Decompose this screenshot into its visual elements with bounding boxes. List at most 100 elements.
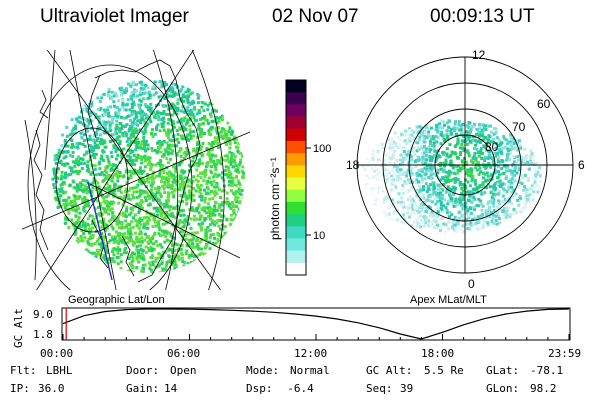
emission-pixel bbox=[143, 238, 147, 242]
emission-pixel bbox=[200, 195, 204, 199]
emission-pixel bbox=[122, 116, 126, 120]
emission-pixel bbox=[155, 209, 159, 213]
emission-pixel bbox=[418, 214, 422, 218]
emission-pixel bbox=[160, 122, 164, 126]
emission-pixel bbox=[73, 197, 77, 201]
emission-pixel bbox=[57, 203, 61, 207]
emission-pixel bbox=[175, 144, 179, 148]
emission-pixel bbox=[85, 150, 89, 154]
emission-pixel bbox=[384, 172, 388, 176]
emission-pixel bbox=[171, 269, 175, 273]
emission-pixel bbox=[69, 200, 73, 204]
emission-pixel bbox=[167, 198, 170, 202]
emission-pixel bbox=[161, 155, 165, 159]
emission-pixel bbox=[97, 205, 100, 209]
emission-pixel bbox=[428, 155, 432, 159]
emission-pixel bbox=[197, 162, 201, 166]
emission-pixel bbox=[188, 163, 192, 167]
emission-pixel bbox=[138, 156, 142, 160]
emission-pixel bbox=[422, 188, 425, 192]
emission-pixel bbox=[191, 234, 195, 238]
emission-pixel bbox=[122, 226, 126, 230]
emission-pixel bbox=[149, 167, 153, 171]
emission-pixel bbox=[464, 178, 467, 182]
emission-pixel bbox=[483, 191, 487, 195]
emission-pixel bbox=[409, 195, 413, 199]
emission-pixel bbox=[197, 124, 201, 128]
emission-pixel bbox=[447, 173, 451, 177]
emission-pixel bbox=[233, 216, 237, 220]
emission-pixel bbox=[523, 147, 527, 151]
emission-pixel bbox=[221, 127, 224, 131]
emission-pixel bbox=[95, 239, 99, 243]
emission-pixel bbox=[465, 142, 469, 146]
emission-pixel bbox=[511, 175, 515, 179]
emission-pixel bbox=[126, 114, 130, 118]
emission-pixel bbox=[437, 217, 441, 221]
emission-pixel bbox=[435, 123, 439, 127]
emission-pixel bbox=[517, 158, 521, 162]
emission-pixel bbox=[122, 214, 126, 218]
emission-pixel bbox=[237, 189, 241, 192]
emission-pixel bbox=[166, 144, 170, 148]
emission-pixel bbox=[55, 196, 59, 200]
emission-pixel bbox=[388, 139, 392, 143]
colorbar-swatch bbox=[286, 140, 306, 154]
emission-pixel bbox=[205, 182, 209, 186]
emission-pixel bbox=[386, 145, 390, 149]
emission-pixel bbox=[116, 248, 120, 252]
emission-pixel bbox=[65, 150, 69, 154]
emission-pixel bbox=[229, 176, 233, 179]
emission-pixel bbox=[195, 217, 199, 221]
emission-pixel bbox=[443, 123, 446, 127]
emission-pixel bbox=[471, 135, 475, 138]
emission-pixel bbox=[374, 165, 378, 169]
emission-pixel bbox=[509, 152, 512, 156]
emission-pixel bbox=[456, 226, 460, 230]
mlt-label-12: 12 bbox=[472, 48, 486, 62]
emission-pixel bbox=[476, 132, 480, 136]
emission-pixel bbox=[197, 204, 201, 208]
emission-pixel bbox=[176, 220, 180, 224]
colorbar-swatch bbox=[286, 250, 306, 264]
emission-pixel bbox=[492, 221, 496, 225]
emission-pixel bbox=[142, 267, 145, 271]
emission-pixel bbox=[141, 130, 145, 134]
emission-pixel bbox=[201, 122, 205, 125]
emission-pixel bbox=[72, 199, 76, 203]
emission-pixel bbox=[183, 218, 187, 222]
emission-pixel bbox=[165, 95, 169, 99]
emission-pixel bbox=[461, 131, 465, 135]
emission-pixel bbox=[52, 169, 56, 173]
emission-pixel bbox=[69, 169, 73, 172]
emission-pixel bbox=[196, 244, 200, 248]
emission-pixel bbox=[209, 233, 213, 237]
emission-pixel bbox=[154, 257, 158, 261]
emission-pixel bbox=[498, 202, 501, 206]
emission-pixel bbox=[174, 83, 178, 86]
emission-pixel bbox=[175, 129, 179, 133]
emission-pixel bbox=[370, 166, 374, 170]
emission-pixel bbox=[445, 210, 449, 214]
emission-pixel bbox=[508, 198, 512, 202]
emission-pixel bbox=[477, 150, 481, 154]
emission-pixel bbox=[208, 197, 212, 201]
emission-pixel bbox=[103, 207, 107, 211]
emission-pixel bbox=[107, 120, 111, 124]
emission-pixel bbox=[488, 150, 492, 154]
emission-pixel bbox=[174, 253, 178, 257]
emission-pixel bbox=[55, 176, 59, 180]
emission-pixel bbox=[429, 194, 432, 198]
emission-pixel bbox=[374, 199, 378, 203]
emission-pixel bbox=[519, 196, 523, 200]
emission-pixel bbox=[210, 183, 214, 187]
emission-pixel bbox=[383, 200, 387, 204]
emission-pixel bbox=[189, 137, 193, 140]
emission-pixel bbox=[525, 194, 529, 198]
emission-pixel bbox=[473, 180, 477, 184]
emission-pixel bbox=[158, 169, 162, 173]
emission-pixel bbox=[148, 90, 151, 94]
emission-pixel bbox=[444, 180, 448, 184]
emission-pixel bbox=[148, 248, 152, 252]
emission-pixel bbox=[83, 196, 87, 199]
